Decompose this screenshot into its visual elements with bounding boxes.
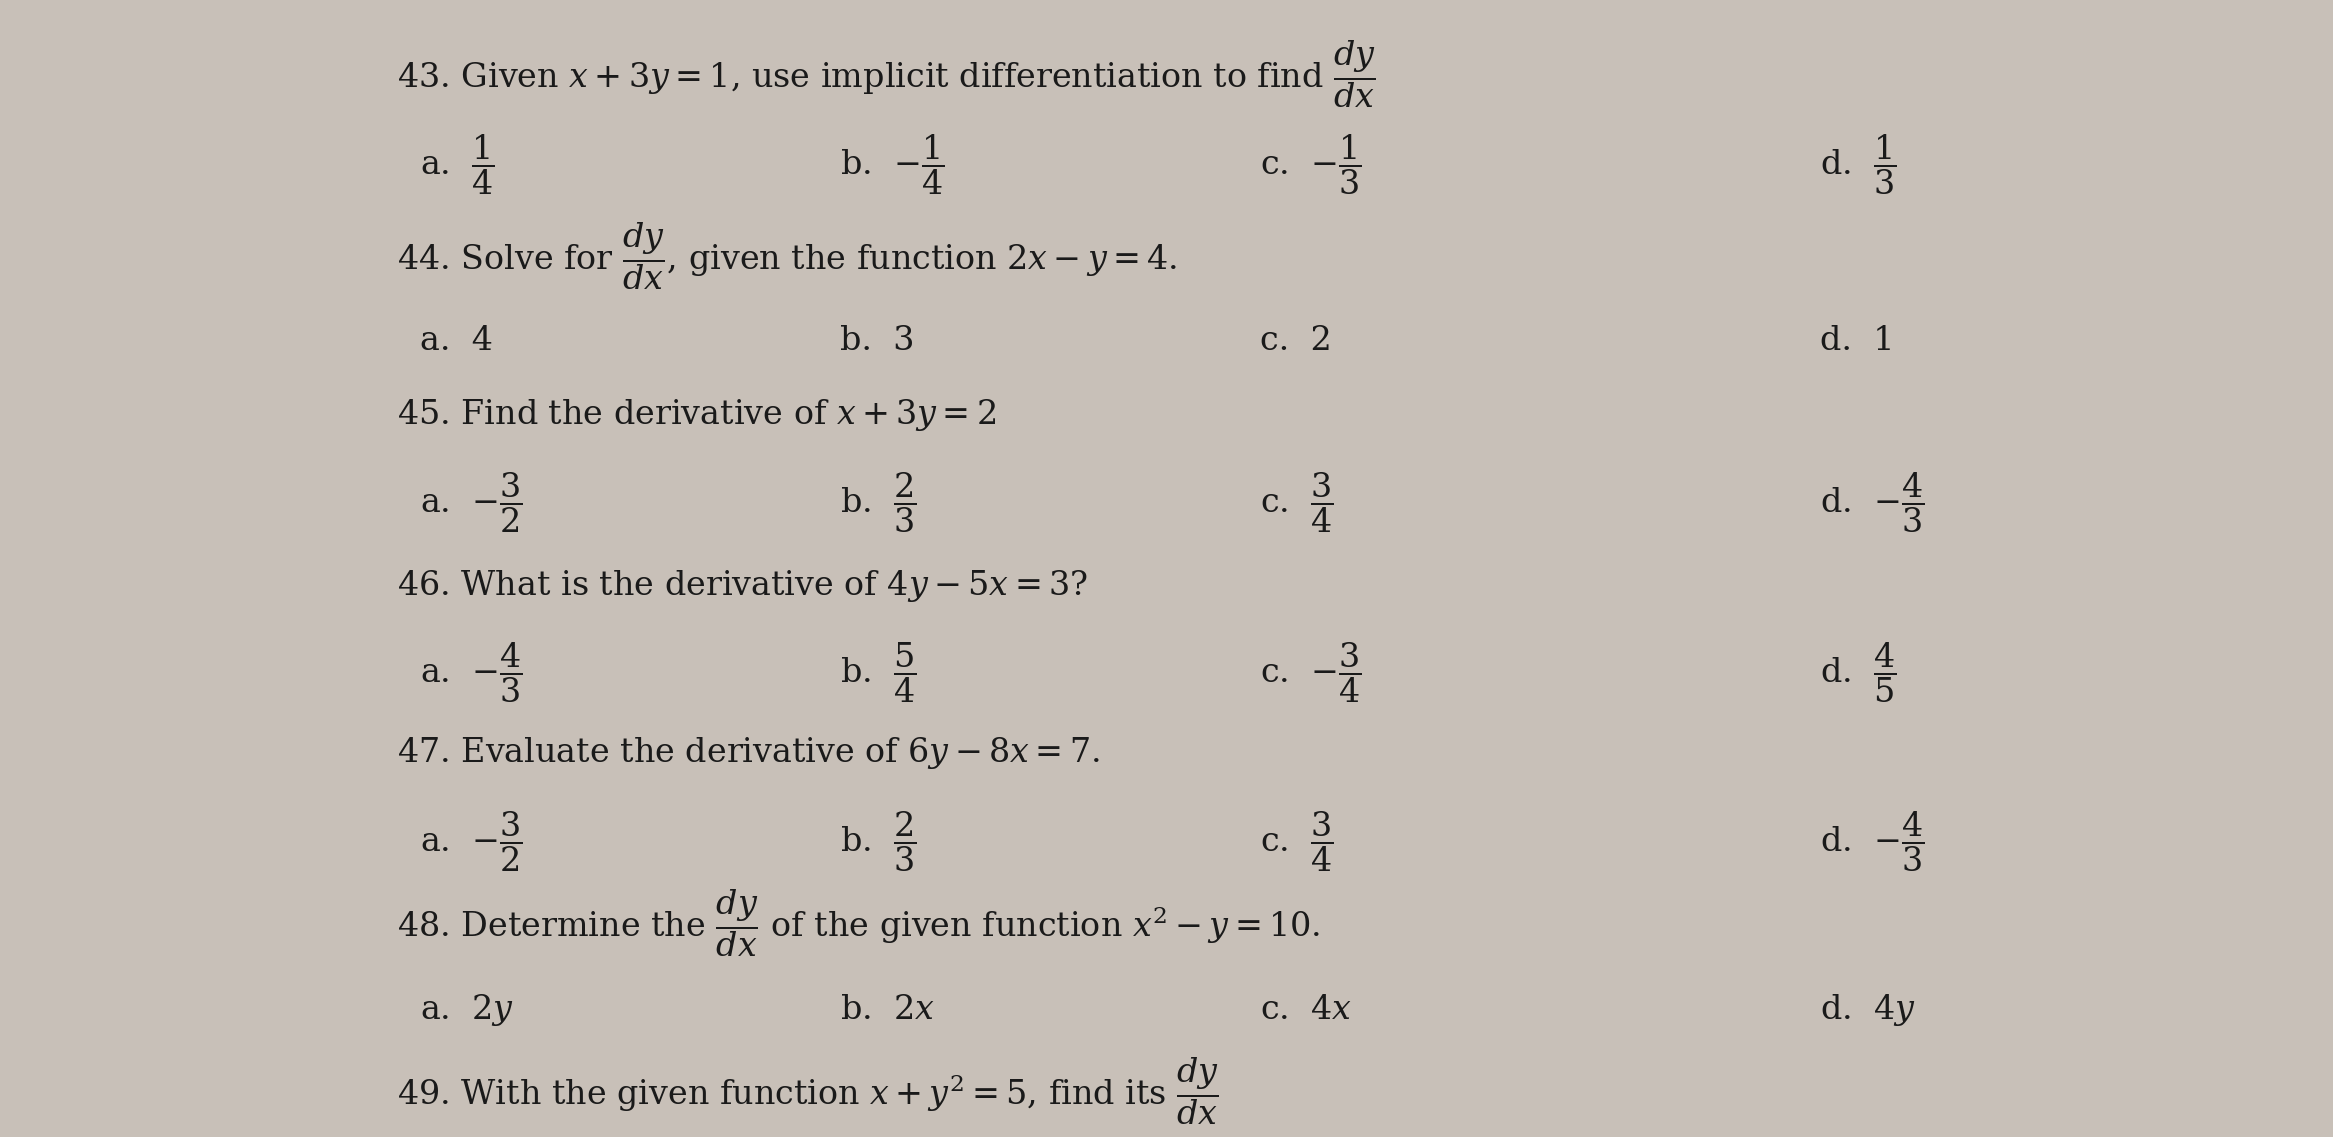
Text: 46. What is the derivative of $4y - 5x = 3$?: 46. What is the derivative of $4y - 5x =…	[397, 567, 1087, 604]
Text: b.  3: b. 3	[840, 325, 915, 357]
Text: c.  2: c. 2	[1260, 325, 1332, 357]
Text: d.  $-\dfrac{4}{3}$: d. $-\dfrac{4}{3}$	[1820, 471, 1925, 534]
Text: c.  $-\dfrac{1}{3}$: c. $-\dfrac{1}{3}$	[1260, 133, 1362, 197]
Text: b.  $-\dfrac{1}{4}$: b. $-\dfrac{1}{4}$	[840, 133, 945, 197]
Text: b.  $\dfrac{2}{3}$: b. $\dfrac{2}{3}$	[840, 471, 917, 534]
Text: 45. Find the derivative of $x + 3y = 2$: 45. Find the derivative of $x + 3y = 2$	[397, 397, 996, 433]
Text: a.  $-\dfrac{3}{2}$: a. $-\dfrac{3}{2}$	[420, 810, 523, 873]
Text: 43. Given $x + 3y = 1$, use implicit differentiation to find $\dfrac{dy}{dx}$: 43. Given $x + 3y = 1$, use implicit dif…	[397, 39, 1376, 109]
Text: c.  $-\dfrac{3}{4}$: c. $-\dfrac{3}{4}$	[1260, 641, 1362, 705]
Text: b.  $\dfrac{2}{3}$: b. $\dfrac{2}{3}$	[840, 810, 917, 873]
Text: d.  $\dfrac{4}{5}$: d. $\dfrac{4}{5}$	[1820, 641, 1897, 705]
Text: c.  $\dfrac{3}{4}$: c. $\dfrac{3}{4}$	[1260, 471, 1334, 534]
Text: a.  4: a. 4	[420, 325, 492, 357]
Text: 48. Determine the $\dfrac{dy}{dx}$ of the given function $x^2 - y = 10$.: 48. Determine the $\dfrac{dy}{dx}$ of th…	[397, 888, 1320, 958]
Text: a.  $-\dfrac{3}{2}$: a. $-\dfrac{3}{2}$	[420, 471, 523, 534]
Text: b.  $\dfrac{5}{4}$: b. $\dfrac{5}{4}$	[840, 641, 917, 705]
Text: c.  $\dfrac{3}{4}$: c. $\dfrac{3}{4}$	[1260, 810, 1334, 873]
Text: 47. Evaluate the derivative of $6y - 8x = 7$.: 47. Evaluate the derivative of $6y - 8x …	[397, 735, 1099, 771]
Text: b.  $2x$: b. $2x$	[840, 994, 936, 1026]
Text: 44. Solve for $\dfrac{dy}{dx}$, given the function $2x - y = 4.$: 44. Solve for $\dfrac{dy}{dx}$, given th…	[397, 221, 1176, 291]
Text: d.  $-\dfrac{4}{3}$: d. $-\dfrac{4}{3}$	[1820, 810, 1925, 873]
Text: c.  $4x$: c. $4x$	[1260, 994, 1351, 1026]
Text: a.  $2y$: a. $2y$	[420, 991, 513, 1028]
Text: d.  $4y$: d. $4y$	[1820, 991, 1915, 1028]
Text: 49. With the given function $x + y^2 = 5$, find its $\dfrac{dy}{dx}$: 49. With the given function $x + y^2 = 5…	[397, 1056, 1218, 1127]
Text: a.  $-\dfrac{4}{3}$: a. $-\dfrac{4}{3}$	[420, 641, 523, 705]
Text: d.  $\dfrac{1}{3}$: d. $\dfrac{1}{3}$	[1820, 133, 1897, 197]
Text: a.  $\dfrac{1}{4}$: a. $\dfrac{1}{4}$	[420, 133, 495, 197]
Text: d.  1: d. 1	[1820, 325, 1894, 357]
